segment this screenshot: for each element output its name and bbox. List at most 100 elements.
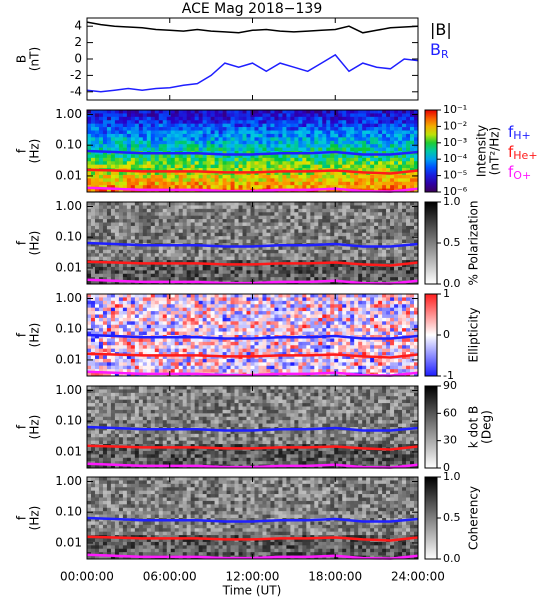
spectrogram-cell — [398, 277, 403, 281]
spectrogram-cell — [98, 362, 104, 367]
spectrogram-cell — [278, 164, 283, 169]
spectrogram-cell — [170, 232, 176, 237]
spectrogram-cell — [282, 171, 287, 176]
spectrogram-cell — [246, 215, 251, 220]
spectrogram-cell — [122, 130, 128, 135]
spectrogram-cell — [246, 205, 251, 210]
spectrogram-cell — [238, 215, 243, 220]
spectrogram-cell — [302, 137, 307, 142]
spectrogram-cell — [178, 338, 184, 343]
spectrogram-cell — [210, 273, 215, 278]
spectrogram-cell — [210, 123, 215, 128]
spectrogram-cell — [218, 314, 223, 319]
spectrogram-cell — [202, 225, 207, 230]
spectrogram-cell — [354, 273, 359, 278]
spectrogram-cell — [262, 110, 267, 114]
spectrogram-cell — [258, 137, 263, 142]
spectrogram-cell — [142, 232, 148, 237]
spectrogram-cell — [126, 317, 132, 322]
spectrogram-cell — [178, 328, 184, 332]
spectrogram-cell — [87, 236, 92, 240]
spectrogram-cell — [142, 212, 148, 216]
spectrogram-cell — [226, 185, 231, 189]
spectrogram-cell — [246, 116, 251, 121]
spectrogram-cell — [134, 144, 140, 148]
spectrogram-cell — [106, 263, 112, 268]
spectrogram-cell — [414, 219, 419, 223]
spectrogram-cell — [306, 164, 311, 169]
spectrogram-cell — [246, 266, 251, 271]
spectrogram-cell — [94, 157, 100, 162]
spectrogram-cell — [118, 202, 124, 206]
spectrogram-cell — [318, 266, 323, 271]
spectrogram-cell — [114, 369, 120, 373]
spectrogram-cell — [150, 154, 156, 159]
spectrogram-cell — [274, 130, 279, 135]
spectrogram-cell — [138, 277, 144, 281]
spectrogram-cell — [246, 222, 251, 227]
spectrogram-cell — [178, 362, 184, 367]
spectrogram-cell — [162, 147, 168, 152]
spectrogram-cell — [306, 232, 311, 237]
spectrogram-cell — [94, 321, 100, 326]
spectrogram-cell — [114, 225, 120, 230]
y-tick-label: 0.01 — [55, 260, 82, 274]
spectrogram-cell — [162, 328, 168, 332]
spectrogram-cell — [394, 222, 399, 227]
spectrogram-cell — [162, 229, 168, 234]
spectrogram-cell — [314, 116, 319, 121]
spectrogram-cell — [282, 215, 287, 220]
spectrogram-cell — [378, 157, 383, 162]
spectrogram-cell — [162, 178, 168, 183]
spectrogram-cell — [286, 273, 291, 278]
spectrogram-cell — [98, 232, 104, 237]
spectrogram-cell — [226, 123, 231, 128]
spectrogram-cell — [210, 174, 215, 179]
spectrogram-cell — [334, 246, 339, 251]
spectrogram-cell — [282, 127, 287, 131]
spectrogram-cell — [110, 372, 116, 377]
spectrogram-cell — [186, 137, 191, 142]
spectrogram-cell — [178, 110, 184, 114]
spectrogram-cell — [138, 355, 144, 360]
spectrogram-cell — [154, 273, 160, 278]
spectrogram-cell — [394, 212, 399, 216]
spectrogram-cell — [130, 294, 136, 298]
spectrogram-cell — [278, 205, 283, 210]
spectrogram-cell — [246, 110, 251, 114]
spectrogram-cell — [102, 225, 108, 230]
spectrogram-cell — [142, 249, 148, 254]
spectrogram-cell — [87, 341, 92, 346]
spectrogram-cell — [186, 212, 191, 216]
spectrogram-cell — [234, 151, 239, 155]
spectrogram-cell — [142, 144, 148, 148]
spectrogram-cell — [102, 205, 108, 210]
spectrogram-cell — [194, 307, 199, 312]
spectrogram-cell — [246, 157, 251, 162]
spectrogram-cell — [150, 130, 156, 135]
spectrogram-cell — [158, 229, 164, 234]
spectrogram-cell — [222, 154, 227, 159]
spectrogram-cell — [174, 205, 180, 210]
spectrogram-cell — [330, 229, 335, 234]
spectrogram-cell — [198, 317, 203, 322]
spectrogram-cell — [190, 338, 195, 343]
spectrogram-cell — [314, 127, 319, 131]
spectrogram-cell — [154, 178, 160, 183]
spectrogram-cell — [186, 338, 191, 343]
spectrogram-cell — [87, 304, 92, 308]
spectrogram-cell — [330, 120, 335, 124]
spectrogram-cell — [310, 263, 315, 268]
spectrogram-cell — [366, 181, 371, 186]
spectrogram-cell — [134, 154, 140, 159]
spectrogram-cell — [338, 164, 343, 169]
spectrogram-cell — [394, 249, 399, 254]
spectrogram-cell — [370, 229, 375, 234]
spectrogram-cell — [382, 249, 387, 254]
spectrogram-cell — [250, 151, 255, 155]
spectrogram-cell — [194, 249, 199, 254]
spectrogram-cell — [326, 147, 331, 152]
spectrogram-cell — [302, 253, 307, 257]
spectrogram-cell — [186, 294, 191, 298]
spectrogram-cell — [126, 110, 132, 114]
